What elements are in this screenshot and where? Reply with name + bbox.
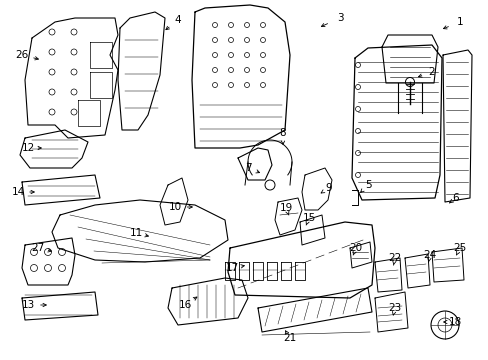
Text: 17: 17 — [225, 263, 238, 273]
Text: 8: 8 — [279, 128, 286, 138]
Text: 16: 16 — [178, 300, 191, 310]
Text: 13: 13 — [21, 300, 35, 310]
Text: 15: 15 — [302, 213, 315, 223]
Text: 23: 23 — [387, 303, 401, 313]
Text: 18: 18 — [447, 317, 461, 327]
Text: 9: 9 — [325, 183, 332, 193]
Text: 14: 14 — [11, 187, 24, 197]
Text: 3: 3 — [336, 13, 343, 23]
Text: 11: 11 — [129, 228, 142, 238]
Text: 25: 25 — [452, 243, 466, 253]
Text: 24: 24 — [423, 250, 436, 260]
Text: 21: 21 — [283, 333, 296, 343]
Text: 19: 19 — [279, 203, 292, 213]
Text: 2: 2 — [428, 67, 434, 77]
Text: 27: 27 — [31, 243, 44, 253]
Text: 1: 1 — [456, 17, 462, 27]
Text: 12: 12 — [21, 143, 35, 153]
Text: 22: 22 — [387, 253, 401, 263]
Text: 5: 5 — [364, 180, 370, 190]
Text: 4: 4 — [174, 15, 181, 25]
Text: 10: 10 — [168, 202, 181, 212]
Text: 6: 6 — [452, 193, 458, 203]
Text: 26: 26 — [15, 50, 29, 60]
Text: 7: 7 — [244, 163, 251, 173]
Text: 20: 20 — [349, 243, 362, 253]
